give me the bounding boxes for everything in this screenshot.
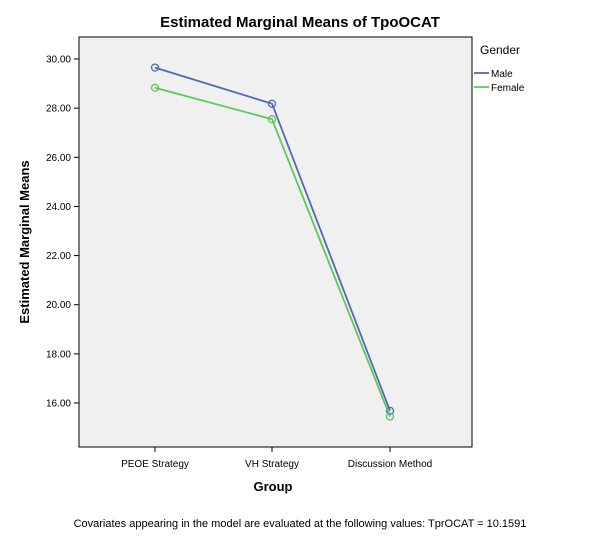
x-tick-label: Discussion Method bbox=[348, 459, 432, 470]
y-tick-label: 22.00 bbox=[46, 251, 71, 262]
data-point-male bbox=[150, 63, 160, 72]
data-point-female bbox=[385, 412, 395, 421]
legend: Gender Male Female bbox=[474, 43, 525, 94]
y-tick-label: 24.00 bbox=[46, 202, 71, 213]
y-tick-label: 18.00 bbox=[46, 349, 71, 360]
legend-title: Gender bbox=[480, 43, 520, 57]
legend-label: Male bbox=[491, 69, 513, 80]
y-axis: 16.00 18.00 20.00 22.00 24.00 26.00 28.00 30.00 bbox=[46, 55, 79, 410]
chart-title: Estimated Marginal Means of TpoOCAT bbox=[160, 14, 440, 31]
series-line-male bbox=[154, 66, 391, 412]
series-layer bbox=[150, 63, 395, 421]
y-tick-label: 30.00 bbox=[46, 55, 71, 66]
y-tick-label: 20.00 bbox=[46, 300, 71, 311]
data-point-female bbox=[150, 83, 160, 92]
series-line-female bbox=[154, 86, 391, 417]
x-tick-label: PEOE Strategy bbox=[121, 459, 189, 470]
data-point-male bbox=[267, 99, 277, 108]
legend-items: Male Female bbox=[474, 69, 525, 94]
x-axis: PEOE Strategy VH Strategy Discussion Metho… bbox=[121, 447, 432, 470]
footnote: Covariates appearing in the model are ev… bbox=[74, 518, 527, 530]
x-axis-label: Group bbox=[254, 479, 293, 494]
plot-area bbox=[78, 36, 473, 448]
y-tick-label: 16.00 bbox=[46, 399, 71, 410]
y-tick-label: 26.00 bbox=[46, 153, 71, 164]
y-axis-label: Estimated Marginal Means bbox=[17, 160, 32, 323]
x-tick-label: VH Strategy bbox=[245, 459, 299, 470]
data-point-female bbox=[267, 115, 277, 124]
y-tick-label: 28.00 bbox=[46, 104, 71, 115]
legend-label: Female bbox=[491, 83, 525, 94]
